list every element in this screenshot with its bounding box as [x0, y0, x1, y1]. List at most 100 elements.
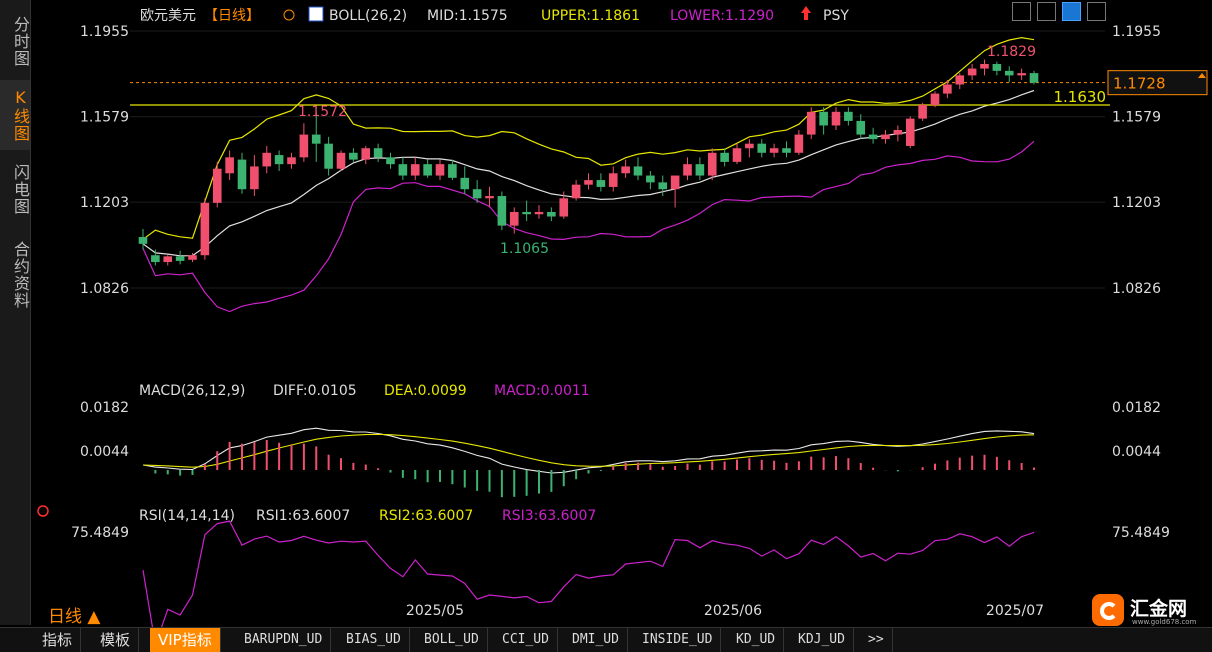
indicator-tab[interactable]: KD_UD [728, 628, 785, 652]
candle [336, 150, 346, 171]
chart-icon[interactable] [1062, 2, 1081, 21]
tab-timeshare[interactable]: 分时图 [11, 15, 30, 67]
indicator-tab[interactable]: VIP指标 [150, 628, 221, 652]
candle-body [175, 256, 185, 261]
candle-body [695, 164, 705, 176]
candle [769, 143, 779, 158]
candle [138, 229, 148, 250]
rsi2-label: RSI2:63.6007 [379, 508, 473, 524]
candlesticks [138, 59, 1039, 266]
chart-svg[interactable]: 欧元美元 【日线】 BOLL(26,2) MID:1.1575 UPPER:1.1861… [0, 0, 1212, 627]
candle-body [460, 177, 470, 190]
candle-body [423, 164, 432, 176]
candle-body [373, 148, 383, 158]
candle-body [200, 202, 210, 256]
candle-body [448, 164, 457, 178]
price-axis-right: 1.1579 [1112, 110, 1161, 126]
date-label: 2025/06 [704, 603, 762, 619]
indicator-tab[interactable]: 指标 [34, 628, 82, 652]
candle [943, 79, 952, 99]
settings-icon [37, 505, 49, 517]
candle [559, 191, 569, 219]
candle [868, 127, 878, 144]
indicator-tab[interactable]: BIAS_UD [338, 628, 410, 652]
candle-body [683, 164, 692, 176]
indicator-tab[interactable]: CCI_UD [494, 628, 558, 652]
indicator-tab[interactable]: >> [860, 628, 893, 652]
macd-panel [142, 427, 1035, 498]
candle-body [311, 134, 321, 144]
low-label: 1.1065 [500, 241, 549, 257]
candle [151, 249, 160, 266]
earlier-high-label: 1.1572 [298, 104, 347, 120]
indicator-tab[interactable]: DMI_UD [564, 628, 628, 652]
candle [992, 61, 1002, 76]
logo-name: 汇金网 [1130, 598, 1188, 620]
arrow-up-icon [801, 6, 811, 20]
boll-upper-line [142, 36, 1035, 240]
candle-body [250, 166, 259, 190]
candle-body [819, 111, 828, 126]
candle [200, 198, 210, 260]
candle-body [163, 256, 173, 263]
indicator-tab[interactable]: BOLL_UD [416, 628, 488, 652]
tab-kline[interactable]: K线图 [0, 80, 30, 150]
candle-body [782, 148, 791, 153]
layout-icon[interactable] [1087, 2, 1106, 21]
logo: 汇金网 www.gold678.com [1092, 594, 1207, 628]
candle [881, 130, 890, 144]
candle [547, 207, 556, 222]
crosshair-icon[interactable] [1012, 2, 1031, 21]
candle-body [621, 166, 630, 174]
candle-body [633, 166, 643, 176]
price-axis-left: 1.1955 [80, 24, 129, 40]
candle [893, 125, 903, 142]
candle-body [386, 157, 395, 165]
candle-body [138, 237, 148, 244]
candle [819, 107, 828, 135]
candle [361, 145, 371, 165]
indicator-tab[interactable]: INSIDE_UD [634, 628, 722, 652]
candle [175, 250, 185, 265]
macd-axis-right: 0.0044 [1112, 444, 1161, 460]
candle [311, 111, 321, 162]
tab-flash[interactable]: 闪电图 [11, 163, 30, 215]
candle [373, 143, 383, 162]
rsi-panel [37, 505, 1035, 627]
candle-body [398, 164, 408, 176]
symbol-name: 欧元美元 [140, 8, 196, 24]
period-selector[interactable]: 日线 ▲ [48, 607, 101, 627]
indicator-tab[interactable]: BARUPDN_UD [236, 628, 332, 652]
candle [930, 91, 940, 108]
candle-body [831, 111, 841, 126]
rsi1-label: RSI1:63.6007 [256, 508, 350, 524]
indicator-tab[interactable]: 模板 [92, 628, 140, 652]
crosshair-icon [283, 9, 295, 21]
hline-label: 1.1630 [1054, 88, 1107, 106]
candle [1029, 70, 1039, 85]
candle [522, 200, 531, 222]
price-axis-left: 1.0826 [80, 281, 129, 297]
candle [707, 148, 717, 181]
candle [596, 173, 606, 192]
candle [349, 148, 358, 162]
candle [646, 170, 655, 190]
date-label: 2025/07 [986, 603, 1044, 619]
grid-icon[interactable] [1037, 2, 1056, 21]
candle [188, 252, 197, 263]
candle-body [584, 180, 593, 185]
tab-contract-info[interactable]: 合约资料 [11, 241, 30, 309]
candle [1017, 68, 1026, 80]
price-axis-right: 1.0826 [1112, 281, 1161, 297]
rsi-line [142, 520, 1035, 627]
candle-body [509, 211, 519, 226]
candle-body [905, 118, 915, 146]
candle [163, 255, 173, 266]
chart-labels: 欧元美元 【日线】 BOLL(26,2) MID:1.1575 UPPER:1.1861… [71, 6, 1208, 619]
price-marker-icon [1198, 73, 1206, 78]
candle [608, 166, 618, 192]
candle-body [1029, 73, 1039, 83]
indicator-tab[interactable]: KDJ_UD [790, 628, 854, 652]
candle-body [299, 134, 309, 158]
candle [757, 139, 767, 158]
